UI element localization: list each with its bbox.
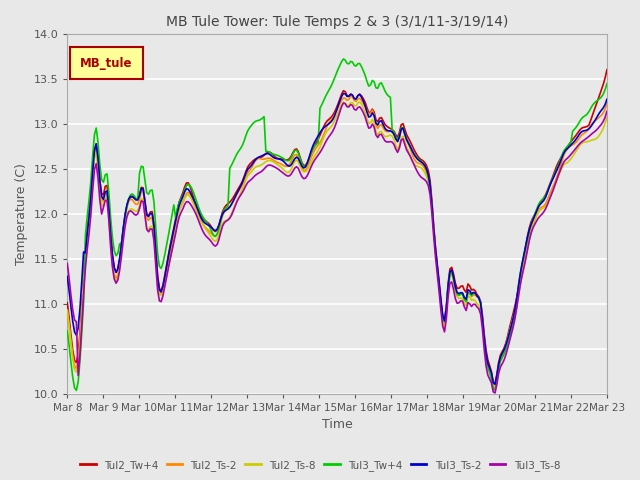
Y-axis label: Temperature (C): Temperature (C)	[15, 163, 28, 265]
Legend: Tul2_Tw+4, Tul2_Ts-2, Tul2_Ts-8, Tul3_Tw+4, Tul3_Ts-2, Tul3_Ts-8: Tul2_Tw+4, Tul2_Ts-2, Tul2_Ts-8, Tul3_Tw…	[76, 456, 564, 475]
Title: MB Tule Tower: Tule Temps 2 & 3 (3/1/11-3/19/14): MB Tule Tower: Tule Temps 2 & 3 (3/1/11-…	[166, 15, 508, 29]
X-axis label: Time: Time	[322, 419, 353, 432]
